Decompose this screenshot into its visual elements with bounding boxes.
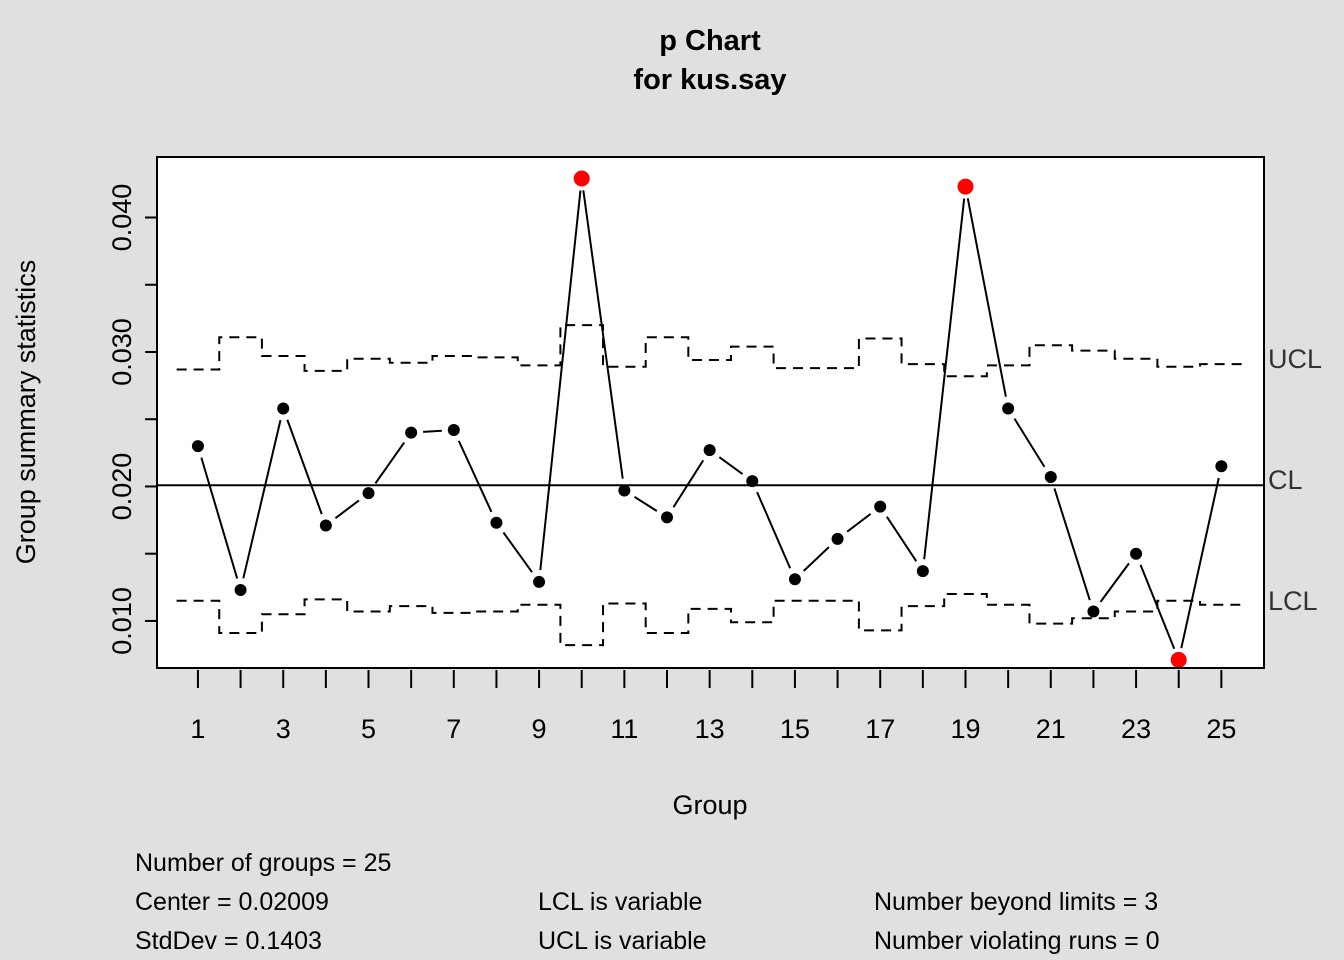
x-tick-label: 5 bbox=[361, 714, 376, 744]
x-tick-label: 7 bbox=[446, 714, 461, 744]
ucl-label: UCL bbox=[1268, 344, 1322, 374]
chart-title: p Chart bbox=[659, 25, 761, 57]
stats-ucl-variable: UCL is variable bbox=[538, 927, 707, 955]
series-segment bbox=[1099, 562, 1130, 603]
data-point-beyond-limits bbox=[957, 178, 974, 195]
series-segment bbox=[718, 456, 744, 475]
data-point-beyond-limits bbox=[573, 170, 590, 187]
series-segment bbox=[802, 546, 830, 572]
series-segment bbox=[1180, 477, 1220, 649]
data-point bbox=[1087, 605, 1100, 618]
data-point bbox=[234, 584, 247, 597]
stats-lcl-variable: LCL is variable bbox=[538, 888, 702, 916]
data-point bbox=[490, 516, 503, 529]
x-tick-label: 23 bbox=[1121, 714, 1151, 744]
data-point bbox=[1002, 402, 1015, 415]
x-tick-label: 1 bbox=[190, 714, 205, 744]
data-point bbox=[447, 423, 460, 436]
series-segment bbox=[846, 513, 872, 533]
data-point bbox=[362, 487, 375, 500]
y-tick-label: 0.010 bbox=[107, 587, 137, 655]
lcl-line bbox=[176, 593, 1243, 647]
data-point bbox=[1215, 460, 1228, 473]
y-axis-label: Group summary statistics bbox=[11, 260, 41, 565]
data-point bbox=[1130, 547, 1143, 560]
series-segment bbox=[885, 516, 918, 562]
stats-center: Center = 0.02009 bbox=[135, 888, 329, 916]
plot-area bbox=[157, 157, 1264, 668]
series-segment bbox=[200, 457, 239, 579]
series-segment bbox=[423, 429, 442, 433]
x-tick-label: 11 bbox=[610, 714, 638, 744]
data-point bbox=[277, 402, 290, 415]
control-limits bbox=[157, 324, 1264, 647]
lcl-label: LCL bbox=[1268, 586, 1318, 616]
data-point bbox=[533, 575, 546, 588]
series-segment bbox=[1013, 418, 1046, 468]
y-tick-label: 0.040 bbox=[107, 184, 137, 252]
data-point bbox=[191, 440, 204, 453]
data-point bbox=[703, 444, 716, 457]
x-tick-label: 21 bbox=[1036, 714, 1066, 744]
series-segment bbox=[374, 441, 406, 484]
data-point bbox=[746, 475, 759, 488]
series-segment bbox=[457, 440, 493, 513]
series-segment bbox=[502, 531, 533, 573]
chart-subtitle: for kus.say bbox=[633, 64, 786, 96]
series-segment bbox=[1053, 488, 1091, 601]
x-axis-label: Group bbox=[672, 790, 747, 820]
x-tick-label: 25 bbox=[1206, 714, 1236, 744]
x-tick-label: 17 bbox=[865, 714, 895, 744]
x-tick-label: 15 bbox=[780, 714, 810, 744]
series-segment bbox=[582, 190, 624, 479]
series-segment bbox=[756, 491, 792, 569]
stats-number-beyond-limits: Number beyond limits = 3 bbox=[874, 888, 1158, 916]
series-segment bbox=[923, 198, 966, 560]
series-segment bbox=[539, 190, 582, 571]
ucl-line bbox=[176, 324, 1243, 378]
data-point bbox=[405, 426, 418, 439]
series-segment bbox=[334, 499, 360, 520]
series-segment bbox=[672, 459, 705, 508]
series-segment bbox=[1139, 564, 1176, 650]
data-point bbox=[618, 484, 631, 497]
series-segment bbox=[286, 419, 323, 515]
y-axis: 0.010 0.020 0.030 0.040 bbox=[107, 184, 157, 655]
cl-label: CL bbox=[1268, 465, 1303, 495]
x-tick-label: 3 bbox=[276, 714, 291, 744]
series-segment bbox=[633, 496, 658, 512]
stats-number-violating-runs: Number violating runs = 0 bbox=[874, 927, 1160, 955]
y-tick-label: 0.030 bbox=[107, 318, 137, 386]
data-point bbox=[661, 511, 674, 524]
stats-stddev: StdDev = 0.1403 bbox=[135, 927, 322, 955]
x-tick-label: 9 bbox=[532, 714, 547, 744]
x-axis: 1 3 5 7 9 11 13 15 17 19 21 23 25 bbox=[190, 670, 1236, 744]
data-point bbox=[319, 519, 332, 532]
data-point bbox=[874, 500, 887, 513]
x-tick-label: 13 bbox=[695, 714, 725, 744]
data-series bbox=[191, 170, 1228, 668]
y-tick-label: 0.020 bbox=[107, 453, 137, 521]
data-point bbox=[1044, 471, 1057, 484]
series-segment bbox=[966, 198, 1007, 397]
data-point bbox=[916, 565, 929, 578]
plot-border bbox=[156, 156, 1265, 669]
x-tick-label: 19 bbox=[950, 714, 980, 744]
data-point-beyond-limits bbox=[1170, 651, 1187, 668]
data-point bbox=[788, 573, 801, 586]
data-point bbox=[831, 532, 844, 545]
stats-number-of-groups: Number of groups = 25 bbox=[135, 849, 391, 877]
series-segment bbox=[242, 419, 282, 579]
